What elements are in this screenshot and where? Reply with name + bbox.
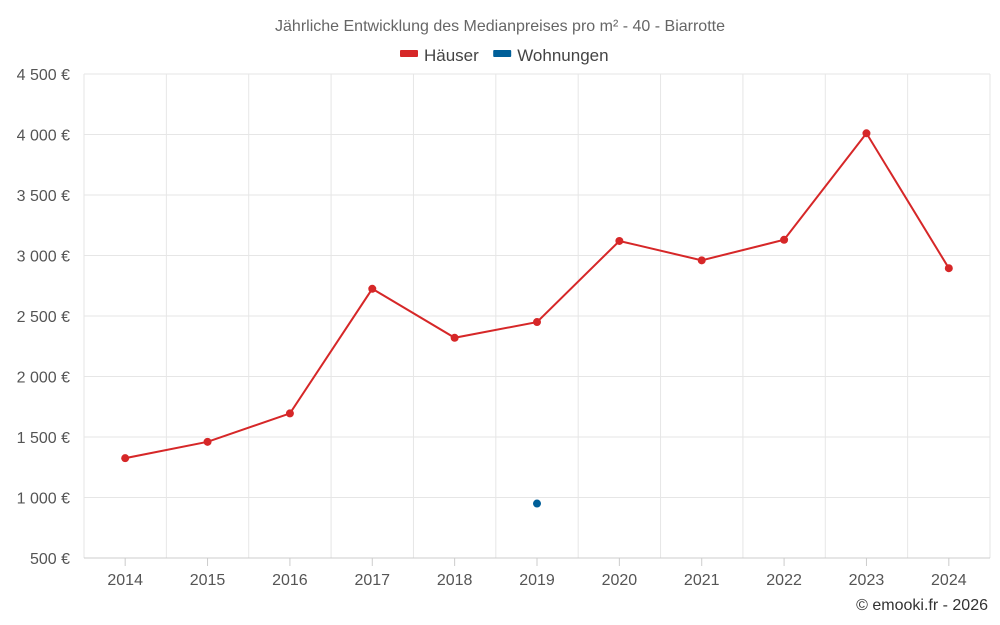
x-axis: 2014 2015 2016 2017 2018 2019 2020 2021 2022 2023…	[84, 557, 990, 589]
y-tick-label: 500 €	[30, 551, 70, 568]
y-tick-label: 2 500 €	[17, 309, 70, 326]
x-tick-label: 2021	[684, 572, 720, 589]
x-tick-label: 2023	[849, 572, 885, 589]
data-point-h-user[interactable]	[944, 264, 953, 273]
legend-swatch	[400, 50, 418, 57]
x-tick-label: 2019	[519, 572, 555, 589]
legend-item-h-user[interactable]: Häuser	[400, 46, 479, 65]
x-tick-label: 2014	[107, 572, 143, 589]
chart-title: Jährliche Entwicklung des Medianpreises …	[275, 18, 725, 35]
data-point-h-user[interactable]	[203, 437, 212, 446]
y-tick-label: 3 000 €	[17, 249, 70, 266]
data-point-h-user[interactable]	[615, 236, 624, 245]
data-point-h-user[interactable]	[862, 129, 871, 138]
y-axis: 500 € 1 000 € 1 500 € 2 000 € 2 500 € 3 000 €…	[17, 67, 70, 568]
x-tick-label: 2024	[931, 572, 967, 589]
data-point-h-user[interactable]	[697, 256, 706, 265]
x-tick-label: 2016	[272, 572, 308, 589]
data-point-h-user[interactable]	[780, 235, 789, 244]
y-tick-label: 4 000 €	[17, 128, 70, 145]
credit-text: © emooki.fr - 2026	[856, 597, 988, 614]
data-point-h-user[interactable]	[450, 333, 459, 342]
x-tick-label: 2015	[190, 572, 226, 589]
data-point-h-user[interactable]	[285, 409, 294, 418]
x-tick-label: 2017	[354, 572, 390, 589]
y-tick-label: 1 000 €	[17, 491, 70, 508]
legend-swatch	[493, 50, 512, 57]
series-layer	[121, 129, 953, 508]
x-tick-label: 2022	[766, 572, 802, 589]
data-point-h-user[interactable]	[533, 318, 541, 327]
legend-label: Häuser	[424, 46, 479, 65]
data-point-h-user[interactable]	[121, 454, 130, 463]
legend-label: Wohnungen	[517, 46, 608, 65]
data-point-h-user[interactable]	[368, 284, 377, 293]
grid	[83, 73, 991, 558]
legend-item-wohnungen[interactable]: Wohnungen	[493, 46, 609, 65]
y-tick-label: 3 500 €	[17, 188, 70, 205]
x-tick-label: 2018	[437, 572, 473, 589]
legend: Häuser Wohnungen	[400, 46, 609, 65]
y-tick-label: 4 500 €	[17, 67, 70, 84]
data-point-wohnungen[interactable]	[533, 499, 541, 508]
y-tick-label: 2 000 €	[17, 370, 70, 387]
x-tick-label: 2020	[602, 572, 638, 589]
y-tick-label: 1 500 €	[17, 430, 70, 447]
